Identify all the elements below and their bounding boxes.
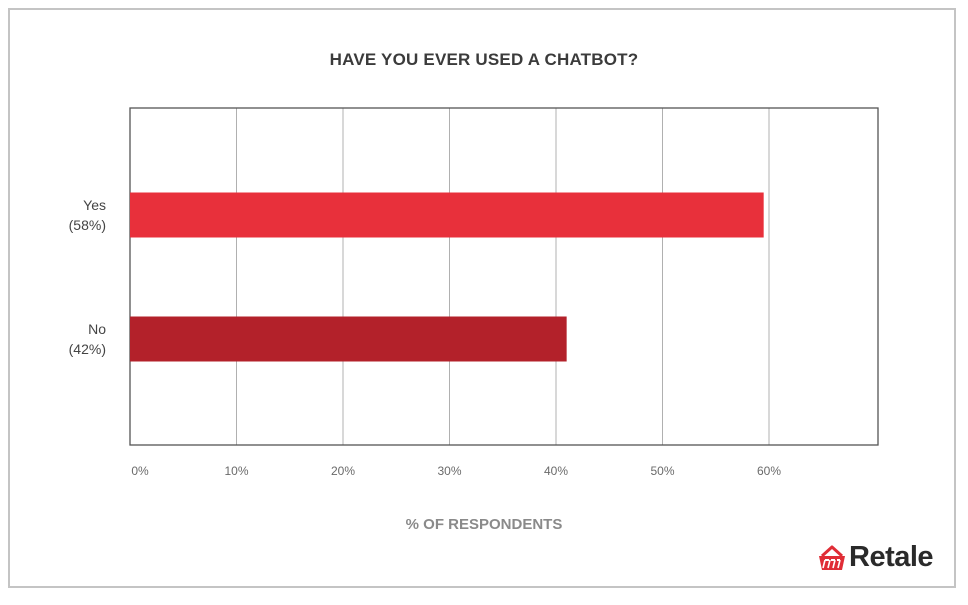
x-tick-label: 60%	[757, 464, 781, 478]
bar	[130, 316, 567, 362]
plot-area	[129, 107, 879, 446]
x-tick-label: 0%	[131, 464, 149, 478]
chart-title: HAVE YOU EVER USED A CHATBOT?	[329, 50, 639, 69]
basket-icon	[819, 545, 845, 570]
x-axis-label: % OF RESPONDENTS	[405, 516, 563, 533]
x-tick-label: 40%	[544, 464, 568, 478]
x-tick-label: 50%	[650, 464, 674, 478]
brand-name: Retale	[849, 541, 934, 573]
category-label: No (42%)	[69, 321, 107, 357]
category-label: Yes (58%)	[69, 197, 106, 233]
x-tick-label: 30%	[437, 464, 461, 478]
x-tick-label: 10%	[224, 464, 248, 478]
retale-logo: Retale	[817, 541, 934, 573]
bar	[130, 192, 764, 238]
x-tick-label: 20%	[331, 464, 355, 478]
chart-frame	[8, 8, 956, 588]
